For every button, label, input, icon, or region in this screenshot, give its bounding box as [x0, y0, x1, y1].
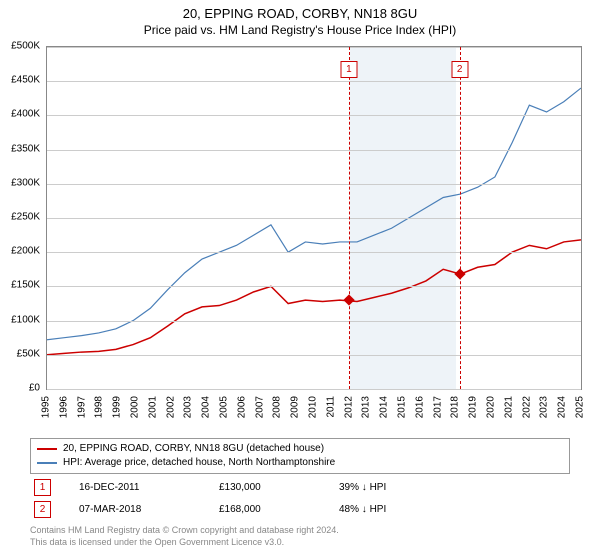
sale-date: 07-MAR-2018 [79, 504, 219, 515]
table-row: 2 07-MAR-2018 £168,000 48% ↓ HPI [30, 498, 570, 520]
footnote: Contains HM Land Registry data © Crown c… [30, 524, 339, 548]
footnote-line: Contains HM Land Registry data © Crown c… [30, 524, 339, 536]
marker-icon: 1 [34, 479, 51, 496]
marker-icon: 2 [34, 501, 51, 518]
legend-swatch [37, 462, 57, 464]
legend-item: 20, EPPING ROAD, CORBY, NN18 8GU (detach… [37, 442, 563, 456]
footnote-line: This data is licensed under the Open Gov… [30, 536, 339, 548]
legend: 20, EPPING ROAD, CORBY, NN18 8GU (detach… [30, 438, 570, 474]
sale-price: £168,000 [219, 504, 339, 515]
sale-date: 16-DEC-2011 [79, 482, 219, 493]
page-title: 20, EPPING ROAD, CORBY, NN18 8GU [0, 0, 600, 21]
legend-item: HPI: Average price, detached house, Nort… [37, 456, 563, 470]
table-row: 1 16-DEC-2011 £130,000 39% ↓ HPI [30, 476, 570, 498]
y-axis-labels: £0£50K£100K£150K£200K£250K£300K£350K£400… [0, 46, 42, 390]
chart-plot-area: 12 [46, 46, 582, 390]
legend-swatch [37, 448, 57, 450]
sale-price: £130,000 [219, 482, 339, 493]
legend-label: 20, EPPING ROAD, CORBY, NN18 8GU (detach… [63, 442, 324, 456]
legend-label: HPI: Average price, detached house, Nort… [63, 456, 335, 470]
sale-points-table: 1 16-DEC-2011 £130,000 39% ↓ HPI 2 07-MA… [30, 476, 570, 520]
x-axis-labels: 1995199619971998199920002001200220032004… [46, 392, 582, 432]
page-subtitle: Price paid vs. HM Land Registry's House … [0, 21, 600, 41]
sale-diff: 48% ↓ HPI [339, 504, 459, 515]
sale-diff: 39% ↓ HPI [339, 482, 459, 493]
